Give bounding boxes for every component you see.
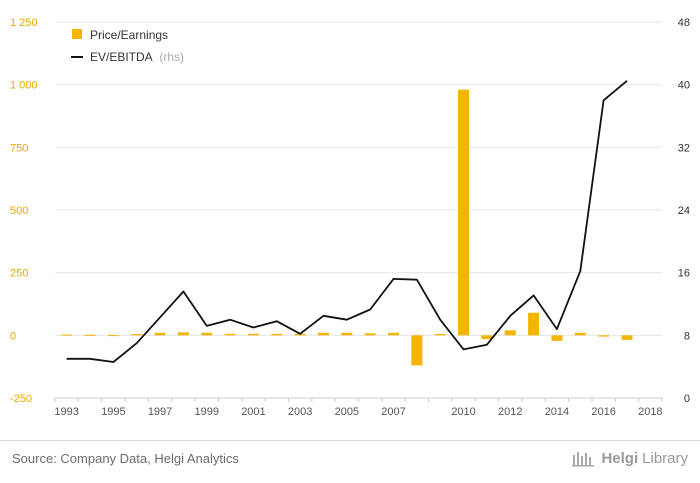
x-axis: 1993 1995 1997 1999 2001 2003 2005 2007 2010 2012… bbox=[54, 397, 663, 418]
ev-ebitda-line bbox=[66, 80, 628, 363]
legend-label-price-earnings: Price/Earnings bbox=[90, 28, 168, 42]
x-axis-tick-label: 2007 bbox=[381, 406, 405, 418]
bar-price-earnings-2014 bbox=[551, 335, 563, 341]
right-axis-tick-label: 40 bbox=[678, 80, 690, 92]
bar-price-earnings-2002 bbox=[271, 333, 283, 336]
brand-name-bold: Helgi bbox=[601, 449, 639, 467]
left-axis: -250 0 250 500 750 1 000 1 250 bbox=[10, 17, 38, 405]
x-axis-tick-label: 2003 bbox=[288, 406, 312, 418]
brand-name-light: Library bbox=[642, 449, 688, 467]
ev-ebitda-line-group bbox=[66, 80, 628, 363]
grid-lines bbox=[55, 21, 662, 399]
bar-price-earnings-1995 bbox=[107, 335, 119, 337]
bar-price-earnings-2017 bbox=[621, 335, 633, 340]
bar-price-earnings-2001 bbox=[247, 333, 259, 336]
bar-price-earnings-1998 bbox=[177, 332, 189, 336]
bar-price-earnings-1999 bbox=[201, 332, 213, 336]
x-axis-tick-label: 1999 bbox=[195, 406, 219, 418]
price-earnings-bars bbox=[61, 89, 633, 366]
left-axis-tick-label: 0 bbox=[10, 330, 16, 342]
x-axis-tick-label: 1995 bbox=[101, 406, 125, 418]
right-axis: 0 8 16 24 32 40 48 bbox=[678, 17, 690, 405]
bar-price-earnings-2004 bbox=[317, 332, 329, 336]
bar-price-earnings-2009 bbox=[434, 333, 446, 336]
x-axis-tick-label: 2014 bbox=[545, 406, 569, 418]
right-axis-tick-label: 16 bbox=[678, 268, 690, 280]
bar-price-earnings-1997 bbox=[154, 332, 166, 336]
bar-price-earnings-1993 bbox=[61, 334, 73, 336]
x-axis-tick-label: 2010 bbox=[451, 406, 475, 418]
x-axis-tick-label: 1997 bbox=[148, 406, 172, 418]
left-axis-tick-label: 750 bbox=[10, 142, 28, 154]
right-axis-tick-label: 24 bbox=[678, 205, 690, 217]
bar-price-earnings-2000 bbox=[224, 333, 236, 336]
source-text: Source: Company Data, Helgi Analytics bbox=[12, 451, 239, 466]
footer: Source: Company Data, Helgi Analytics He… bbox=[0, 440, 700, 483]
bar-price-earnings-2006 bbox=[364, 333, 376, 336]
bar-price-earnings-2005 bbox=[341, 332, 353, 336]
bar-price-earnings-2010 bbox=[458, 89, 470, 336]
right-axis-tick-label: 0 bbox=[684, 393, 690, 405]
bar-price-earnings-2011 bbox=[481, 335, 493, 340]
bar-price-earnings-2013 bbox=[528, 312, 540, 336]
right-axis-tick-label: 8 bbox=[684, 330, 690, 342]
left-axis-tick-label: 250 bbox=[10, 268, 28, 280]
bar-price-earnings-2012 bbox=[504, 330, 516, 336]
right-axis-tick-label: 48 bbox=[678, 17, 690, 29]
left-axis-tick-label: 1 250 bbox=[10, 17, 38, 29]
left-axis-tick-label: -250 bbox=[10, 393, 32, 405]
bar-price-earnings-1994 bbox=[84, 334, 96, 336]
legend-swatch-price-earnings bbox=[72, 29, 82, 39]
bar-price-earnings-2007 bbox=[388, 332, 400, 336]
bar-price-earnings-2008 bbox=[411, 335, 423, 366]
x-axis-tick-label: 2016 bbox=[591, 406, 615, 418]
bar-price-earnings-1996 bbox=[131, 334, 143, 336]
legend: Price/Earnings EV/EBITDA (rhs) bbox=[71, 28, 184, 64]
left-axis-tick-label: 1 000 bbox=[10, 80, 38, 92]
x-axis-tick-label: 2001 bbox=[241, 406, 265, 418]
x-axis-tick-label: 1993 bbox=[54, 406, 78, 418]
bar-price-earnings-2016 bbox=[598, 335, 610, 337]
x-axis-tick-label: 2012 bbox=[498, 406, 522, 418]
legend-label-rhs: (rhs) bbox=[159, 50, 184, 64]
right-axis-tick-label: 32 bbox=[678, 142, 690, 154]
legend-label-ev-ebitda: EV/EBITDA bbox=[90, 50, 153, 64]
chart: -250 0 250 500 750 1 000 1 250 0 8 16 24 32 40 48 19… bbox=[10, 17, 690, 418]
library-icon bbox=[572, 452, 595, 467]
left-axis-tick-label: 500 bbox=[10, 205, 28, 217]
bar-price-earnings-2015 bbox=[574, 332, 586, 336]
x-axis-tick-label: 2005 bbox=[335, 406, 359, 418]
brand-logo[interactable]: Helgi Library bbox=[571, 449, 688, 467]
svg-text:EV/EBITDA (rhs): EV/EBITDA (rhs) bbox=[90, 50, 184, 64]
x-axis-tick-label: 2018 bbox=[638, 406, 662, 418]
